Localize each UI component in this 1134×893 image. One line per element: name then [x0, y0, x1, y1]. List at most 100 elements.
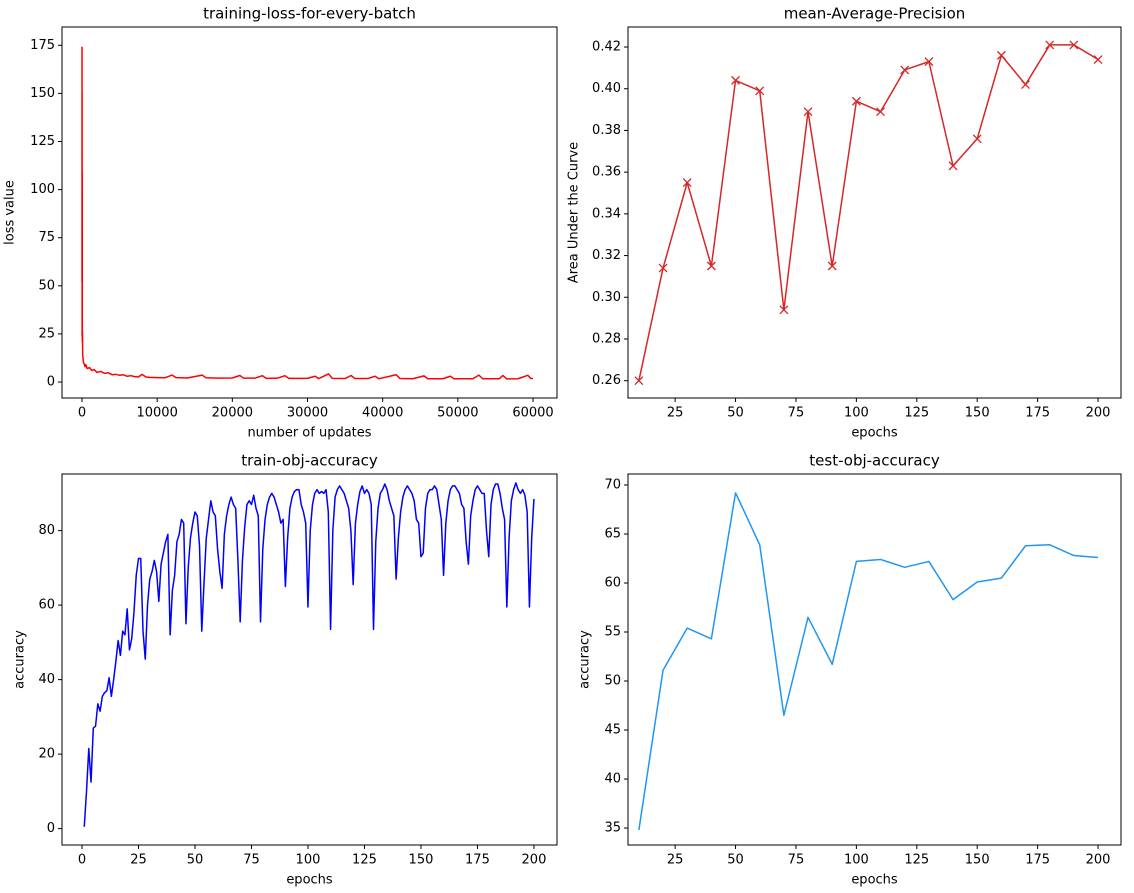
y-tick-label: 60: [604, 575, 621, 590]
y-tick-label: 0.34: [592, 206, 621, 221]
x-tick-label: 100: [844, 406, 869, 421]
data-marker: [851, 96, 861, 106]
y-tick-label: 60: [38, 598, 55, 613]
x-tick-label: 125: [904, 853, 929, 868]
data-marker: [1069, 40, 1079, 50]
axes-frame: [627, 26, 1122, 399]
x-tick-label: 75: [788, 853, 805, 868]
y-tick-label: 25: [38, 326, 55, 341]
x-tick-label: 25: [130, 853, 147, 868]
x-axis-label: epochs: [286, 873, 333, 888]
y-tick-label: 0.40: [592, 81, 621, 96]
y-tick-label: 40: [38, 672, 55, 687]
y-tick-label: 45: [604, 723, 621, 738]
y-tick-label: 55: [604, 625, 621, 640]
data-line: [83, 482, 535, 827]
x-tick-label: 100: [296, 853, 321, 868]
y-tick-label: 50: [604, 674, 621, 689]
x-tick-label: 75: [788, 406, 805, 421]
data-marker: [924, 57, 934, 67]
x-tick-label: 20000: [212, 406, 253, 421]
data-marker: [996, 50, 1006, 60]
x-tick-label: 175: [1025, 406, 1050, 421]
x-tick-label: 50: [727, 406, 744, 421]
y-tick-label: 20: [38, 747, 55, 762]
x-tick-label: 200: [522, 853, 547, 868]
x-tick-label: 150: [965, 406, 990, 421]
y-axis-label: loss value: [3, 180, 18, 245]
y-tick-label: 40: [604, 772, 621, 787]
axes-frame: [627, 473, 1122, 846]
data-marker: [779, 305, 789, 315]
data-marker: [900, 65, 910, 75]
x-axis-label: number of updates: [247, 426, 371, 441]
data-line: [638, 492, 1099, 831]
y-tick-label: 0: [47, 821, 55, 836]
y-axis-label: accuracy: [578, 630, 593, 689]
data-marker: [803, 107, 813, 117]
y-tick-label: 0.38: [592, 123, 621, 138]
data-marker: [972, 134, 982, 144]
x-tick-label: 50: [187, 853, 204, 868]
y-tick-label: 150: [30, 86, 55, 101]
chart-title: train-obj-accuracy: [241, 452, 378, 470]
data-marker: [682, 178, 692, 188]
y-axis-label: accuracy: [13, 630, 28, 689]
y-tick-label: 100: [30, 182, 55, 197]
y-tick-label: 0: [47, 375, 55, 390]
x-axis-label: epochs: [851, 426, 898, 441]
x-tick-label: 175: [465, 853, 490, 868]
data-marker: [827, 261, 837, 271]
y-tick-label: 70: [604, 477, 621, 492]
data-marker: [755, 86, 765, 96]
x-tick-label: 175: [1025, 853, 1050, 868]
y-axis-label: Area Under the Curve: [567, 142, 582, 283]
y-tick-label: 0.42: [592, 40, 621, 55]
y-tick-label: 125: [30, 134, 55, 149]
y-tick-label: 0.36: [592, 165, 621, 180]
x-tick-label: 50: [727, 853, 744, 868]
x-tick-label: 25: [667, 406, 684, 421]
y-tick-label: 175: [30, 38, 55, 53]
x-tick-label: 50000: [437, 406, 478, 421]
data-line: [638, 44, 1099, 381]
x-tick-label: 25: [667, 853, 684, 868]
y-tick-label: 0.30: [592, 290, 621, 305]
axes-frame: [61, 473, 558, 846]
data-marker: [1045, 40, 1055, 50]
x-tick-label: 75: [243, 853, 260, 868]
y-tick-label: 0.26: [592, 373, 621, 388]
y-tick-label: 50: [38, 278, 55, 293]
data-marker: [1093, 55, 1103, 64]
data-marker: [948, 161, 958, 171]
y-tick-label: 80: [38, 523, 55, 538]
x-tick-label: 0: [78, 406, 86, 421]
data-marker: [731, 75, 741, 85]
y-tick-label: 75: [38, 230, 55, 245]
x-tick-label: 10000: [136, 406, 177, 421]
x-tick-label: 150: [409, 853, 434, 868]
x-tick-label: 60000: [512, 406, 553, 421]
chart-title: test-obj-accuracy: [809, 452, 940, 470]
x-tick-label: 150: [965, 853, 990, 868]
x-tick-label: 100: [844, 853, 869, 868]
data-marker: [1021, 80, 1030, 90]
x-tick-label: 125: [904, 406, 929, 421]
data-marker: [634, 376, 644, 386]
data-line: [81, 46, 534, 380]
chart-title: mean-Average-Precision: [784, 5, 966, 23]
data-marker: [658, 263, 668, 273]
x-tick-label: 125: [352, 853, 377, 868]
x-axis-label: epochs: [851, 873, 898, 888]
chart-title: training-loss-for-every-batch: [203, 5, 416, 23]
x-tick-label: 200: [1086, 853, 1111, 868]
x-tick-label: 0: [78, 853, 86, 868]
x-tick-label: 200: [1086, 406, 1111, 421]
data-marker: [876, 107, 886, 117]
x-tick-label: 40000: [362, 406, 403, 421]
data-marker: [706, 261, 716, 271]
x-tick-label: 30000: [287, 406, 328, 421]
y-tick-label: 0.32: [592, 248, 621, 263]
y-tick-label: 35: [604, 821, 621, 836]
y-tick-label: 0.28: [592, 331, 621, 346]
